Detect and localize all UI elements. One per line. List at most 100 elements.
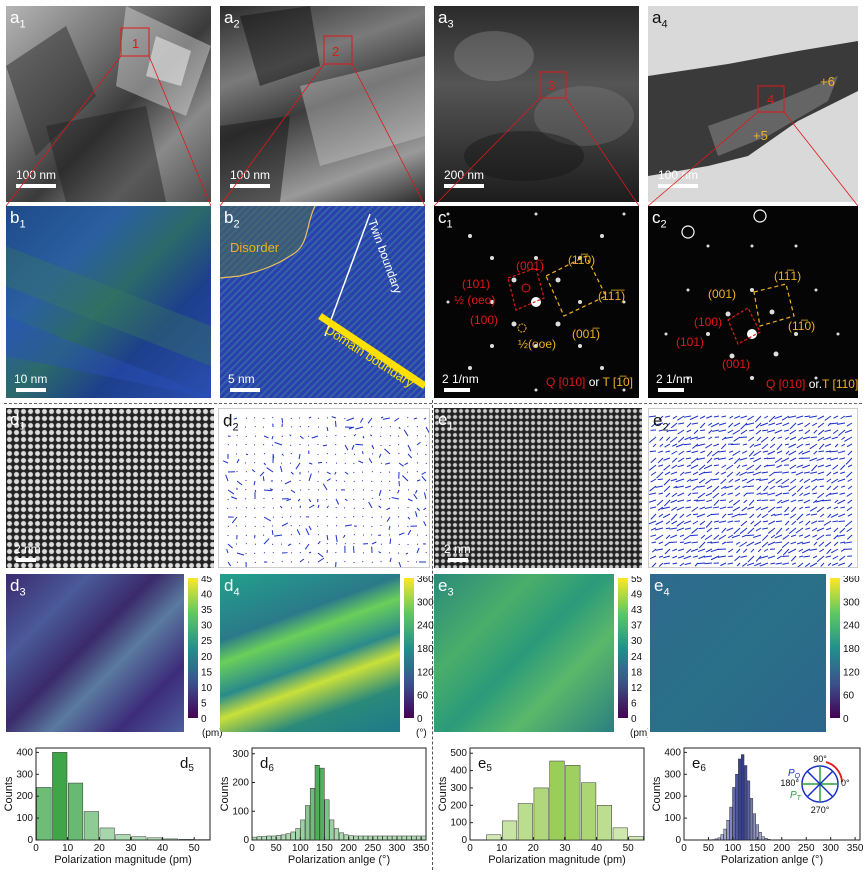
hrtem-annotations-b2: Disorder Twin boundary Domain boundary — [220, 206, 425, 391]
polarization-vector — [686, 548, 692, 554]
polarization-vector — [770, 436, 776, 442]
polarization-vector — [386, 507, 391, 511]
polarization-vector — [322, 483, 328, 491]
colorbar-tick-label: 30 — [631, 636, 643, 647]
polarization-vector — [819, 485, 825, 488]
x-tick-label: 50 — [623, 843, 635, 854]
svg-text:Q [010] or T [1̅0]: Q [010] or T [1̅0] — [546, 375, 633, 389]
polarization-vector — [789, 457, 797, 462]
polarization-vector — [687, 492, 692, 497]
polarization-vector — [245, 488, 247, 491]
polarization-vector — [798, 520, 804, 524]
polarization-vector — [708, 429, 713, 434]
polarization-vector — [767, 478, 776, 484]
polarization-vector — [331, 416, 337, 419]
polarization-vector — [298, 524, 301, 527]
polarization-vector — [720, 471, 727, 475]
polarization-vector — [227, 443, 230, 446]
polarization-vector — [299, 505, 302, 509]
polarization-vector — [740, 415, 748, 419]
diffraction-pattern-c1: (101) (001̅) ½ (oeo) (100) ½(ooe) (11̅0)… — [446, 212, 633, 392]
polarization-vector — [272, 416, 274, 419]
polarization-vector — [799, 478, 804, 483]
polarization-vector — [233, 417, 238, 420]
polarization-vector — [326, 534, 329, 541]
polarization-vector — [733, 457, 741, 465]
polarization-vector — [651, 422, 657, 428]
x-axis-label: Polarization anlge (°) — [721, 854, 823, 866]
polarization-vector — [796, 464, 804, 468]
polarization-vector — [830, 548, 839, 554]
svg-text:(°): (°) — [416, 728, 427, 739]
histogram-bar — [329, 819, 335, 841]
polarization-vector — [407, 529, 412, 536]
polarization-vector — [669, 541, 678, 544]
polarization-vector — [705, 478, 713, 485]
histogram-bar — [741, 754, 745, 841]
polarization-vector — [245, 542, 248, 545]
y-tick-label: 0 — [27, 835, 33, 846]
polarization-vector — [756, 499, 762, 502]
polarization-vector — [696, 562, 706, 565]
polarization-vector — [403, 429, 409, 437]
polarization-vector — [743, 499, 748, 504]
polarization-vector — [290, 489, 296, 494]
polarization-vector — [727, 520, 734, 523]
svg-text:(11̅1): (11̅1) — [774, 269, 801, 283]
colorbar-tick-label: 15 — [201, 667, 213, 678]
polarization-vector — [368, 458, 373, 464]
polarization-vector — [777, 499, 783, 504]
x-tick-label: 20 — [94, 843, 106, 854]
polarization-vector — [839, 457, 846, 460]
polarization-vector — [740, 555, 748, 558]
histogram-bar — [767, 839, 771, 841]
polarization-vector — [750, 520, 755, 525]
y-tick-label: 400 — [16, 747, 33, 758]
inset-pq-label: PQ — [788, 768, 801, 780]
polarization-vector — [326, 561, 329, 564]
panel-label: b1 — [10, 208, 26, 231]
y-tick-label: 300 — [16, 769, 33, 780]
polarization-vector — [825, 450, 832, 453]
polarization-vector — [802, 436, 811, 440]
polarization-vector — [760, 492, 769, 495]
polarization-vector — [663, 485, 671, 492]
x-tick-label: 100 — [292, 843, 309, 854]
polarization-vector — [784, 443, 790, 446]
polarization-vector — [833, 527, 839, 533]
polarization-vector — [788, 443, 797, 448]
polarization-vector — [741, 478, 748, 482]
scale-bar — [16, 558, 36, 562]
colorbar-tick-label: 18 — [631, 667, 643, 678]
polarization-vector — [683, 534, 692, 541]
polarization-vector — [686, 450, 692, 453]
polarization-vector — [755, 527, 762, 532]
polarization-vector — [371, 561, 374, 564]
polarization-vector — [788, 450, 797, 456]
polarization-vector — [679, 562, 685, 567]
svg-text:3: 3 — [548, 78, 555, 93]
polarization-vector — [843, 541, 853, 544]
panel-label: d6 — [260, 755, 274, 774]
polarization-vector — [713, 457, 720, 460]
polarization-vector — [308, 525, 312, 531]
polarization-vector — [655, 422, 664, 426]
polarization-vector — [810, 513, 818, 516]
polarization-vector — [768, 520, 776, 525]
polarization-vector — [677, 555, 685, 559]
histogram-bar — [723, 828, 727, 841]
polarization-vector — [677, 464, 685, 468]
polarization-vector — [817, 492, 825, 499]
polarization-vector — [841, 443, 846, 447]
polarization-vector — [721, 492, 727, 497]
polarization-vector — [829, 492, 839, 495]
polarization-vector — [685, 457, 692, 460]
polarization-vector — [819, 513, 825, 518]
histogram-bar — [758, 832, 762, 841]
x-tick-label: 50 — [271, 843, 283, 854]
polarization-vector — [416, 425, 419, 428]
histogram-bar — [178, 839, 194, 841]
histogram-bar — [517, 803, 533, 841]
histogram-bar — [581, 782, 597, 841]
polarization-vector — [659, 436, 664, 441]
